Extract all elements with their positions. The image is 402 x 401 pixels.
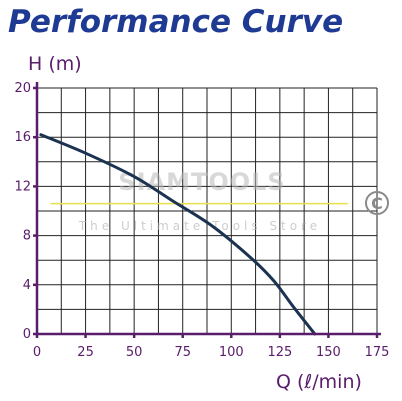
y-tick-label: 0 [23,327,31,342]
y-tick-label: 12 [14,179,31,194]
x-tick-label: 25 [77,345,94,360]
series-curve [39,133,317,336]
x-tick-label: 75 [174,345,191,360]
copyright-symbol: C [371,194,383,213]
y-tick-label: 8 [23,229,31,244]
x-tick-label: 0 [33,345,41,360]
copyright-icon: C [365,191,389,215]
x-tick-labels: 0 25 50 75 100 125 150 175 [33,334,390,360]
chart-title: Performance Curve [8,4,343,40]
y-tick-labels: 0 4 8 12 16 20 [14,81,37,342]
watermark-tagline: The Ultimate Tools Store [78,219,321,233]
x-tick-label: 100 [219,345,244,360]
y-tick-label: 16 [14,130,31,145]
y-tick-label: 4 [23,278,31,293]
y-axis-title: H (m) [28,53,82,75]
x-tick-label: 175 [365,345,390,360]
grid-lines [37,87,378,334]
x-tick-label: 125 [267,345,292,360]
y-tick-label: 20 [14,81,31,96]
watermark: SIAMTOOLS The Ultimate Tools Store C [78,168,389,233]
x-tick-label: 150 [316,345,341,360]
x-axis-title: Q (ℓ/min) [276,371,362,393]
x-tick-label: 50 [126,345,143,360]
